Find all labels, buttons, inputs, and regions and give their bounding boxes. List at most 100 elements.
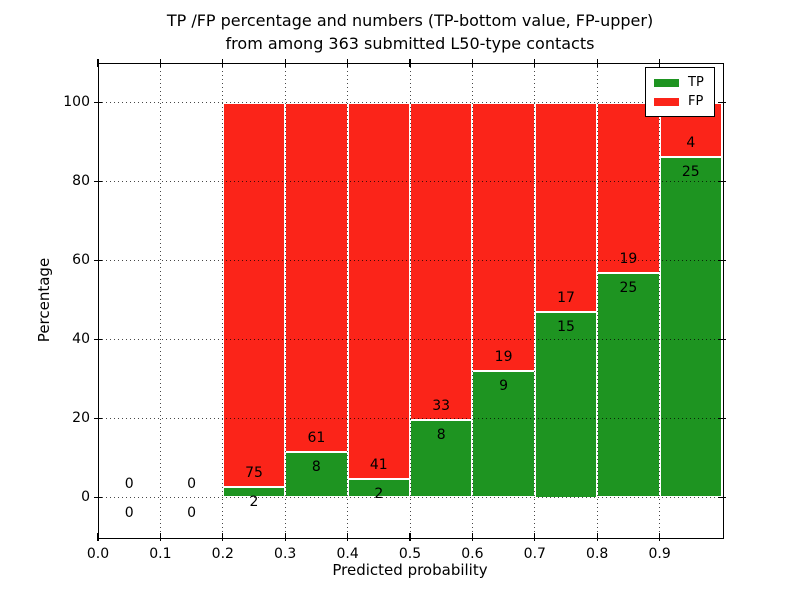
- y-tick-label: 0: [81, 489, 90, 505]
- x-gridline: [471, 63, 473, 537]
- x-tick-mark-top: [97, 59, 99, 67]
- tp-count-label: 0: [124, 504, 134, 521]
- y-gridline: [98, 418, 722, 419]
- tp-count-label: 25: [619, 280, 638, 297]
- x-tick-label: 0.7: [523, 546, 546, 562]
- x-tick-mark-top: [284, 59, 286, 67]
- x-tick-mark: [409, 533, 411, 541]
- x-tick-mark: [596, 533, 598, 541]
- y-tick-mark: [94, 417, 102, 420]
- tp-count-label: 2: [249, 494, 259, 511]
- y-tick-mark-right: [718, 101, 726, 104]
- y-tick-mark-right: [718, 180, 726, 183]
- y-tick-label: 80: [72, 173, 90, 189]
- x-tick-label: 0.4: [336, 546, 359, 562]
- bar-segment-tp: [285, 451, 348, 498]
- x-tick-mark-top: [346, 59, 349, 67]
- fp-count-label: 19: [619, 251, 638, 268]
- legend-entry-fp: FP: [654, 92, 706, 111]
- x-gridline: [409, 63, 411, 537]
- x-tick-mark: [159, 533, 162, 541]
- y-gridline: [98, 260, 722, 261]
- legend-label-tp: TP: [688, 75, 704, 90]
- y-axis-label: Percentage: [35, 257, 53, 343]
- x-tick-mark: [471, 533, 474, 541]
- legend-swatch-fp: [654, 97, 679, 106]
- tp-count-label: 8: [311, 458, 321, 475]
- fp-count-label: 4: [686, 134, 696, 151]
- bar-segment-fp: [347, 102, 410, 480]
- legend-entry-tp: TP: [654, 73, 706, 92]
- x-tick-label: 0.2: [211, 546, 234, 562]
- bar-segment-fp: [472, 102, 535, 371]
- fp-count-label: 19: [494, 348, 513, 365]
- x-gridline: [159, 63, 161, 537]
- y-gridline: [98, 339, 722, 340]
- tp-count-label: 8: [436, 427, 446, 444]
- chart-title-line-1: TP /FP percentage and numbers (TP-bottom…: [166, 11, 654, 30]
- y-tick-mark: [94, 101, 102, 104]
- x-tick-mark-top: [534, 59, 536, 67]
- y-tick-mark-right: [718, 417, 726, 420]
- x-tick-mark: [534, 533, 536, 541]
- legend-label-fp: FP: [688, 94, 704, 109]
- tp-count-label: 15: [557, 319, 575, 336]
- x-gridline: [222, 63, 224, 537]
- tp-count-label: 9: [499, 377, 509, 394]
- bar-segment-fp: [285, 102, 348, 452]
- chart-title: TP /FP percentage and numbers (TP-bottom…: [98, 9, 722, 55]
- x-tick-mark-top: [409, 59, 411, 67]
- bar-segment-tp: [597, 273, 660, 498]
- x-tick-mark: [658, 533, 661, 541]
- y-tick-mark-right: [718, 338, 726, 341]
- x-tick-mark-top: [471, 59, 474, 67]
- x-gridline: [347, 63, 349, 537]
- x-gridline: [284, 63, 286, 537]
- x-tick-label: 0.5: [398, 546, 422, 562]
- x-tick-label: 0.0: [86, 546, 110, 562]
- fp-count-label: 0: [187, 475, 197, 492]
- x-tick-mark: [97, 533, 99, 541]
- fp-count-label: 75: [245, 465, 263, 482]
- y-tick-mark-right: [718, 496, 726, 499]
- y-tick-mark: [94, 259, 102, 262]
- y-tick-mark: [94, 180, 102, 183]
- x-tick-mark-top: [222, 59, 224, 67]
- bar-segment-tp: [659, 156, 722, 498]
- tp-count-label: 25: [681, 163, 700, 180]
- fp-count-label: 0: [124, 475, 134, 492]
- tp-count-label: 0: [187, 504, 197, 521]
- y-tick-label: 100: [63, 94, 90, 110]
- x-tick-label: 0.8: [586, 546, 609, 562]
- y-tick-mark: [94, 496, 102, 499]
- bar-segment-tp: [347, 479, 410, 498]
- bar-segment-fp: [534, 102, 598, 313]
- bar-segment-fp: [222, 102, 286, 488]
- x-tick-mark: [284, 533, 286, 541]
- x-axis-label: Predicted probability: [332, 561, 488, 579]
- fp-count-label: 41: [369, 457, 388, 474]
- chart-title-line-2: from among 363 submitted L50-type contac…: [225, 34, 595, 53]
- y-tick-label: 20: [72, 410, 90, 426]
- bar-segment-tp: [472, 370, 535, 498]
- fp-count-label: 17: [557, 290, 575, 307]
- x-tick-mark-top: [159, 59, 162, 67]
- x-tick-label: 0.1: [149, 546, 172, 562]
- x-tick-mark: [346, 533, 349, 541]
- x-gridline: [596, 63, 598, 537]
- y-tick-label: 40: [72, 331, 90, 347]
- y-gridline: [98, 102, 722, 103]
- x-tick-mark-top: [658, 59, 661, 67]
- bar-segment-fp: [410, 102, 473, 421]
- legend: TP FP: [645, 67, 715, 117]
- fp-count-label: 61: [307, 429, 326, 446]
- x-tick-label: 0.9: [648, 546, 671, 562]
- y-tick-mark: [94, 338, 102, 341]
- y-gridline: [98, 497, 722, 498]
- x-tick-mark: [222, 533, 224, 541]
- y-gridline: [98, 181, 722, 182]
- fp-count-label: 33: [432, 398, 451, 415]
- x-gridline: [534, 63, 536, 537]
